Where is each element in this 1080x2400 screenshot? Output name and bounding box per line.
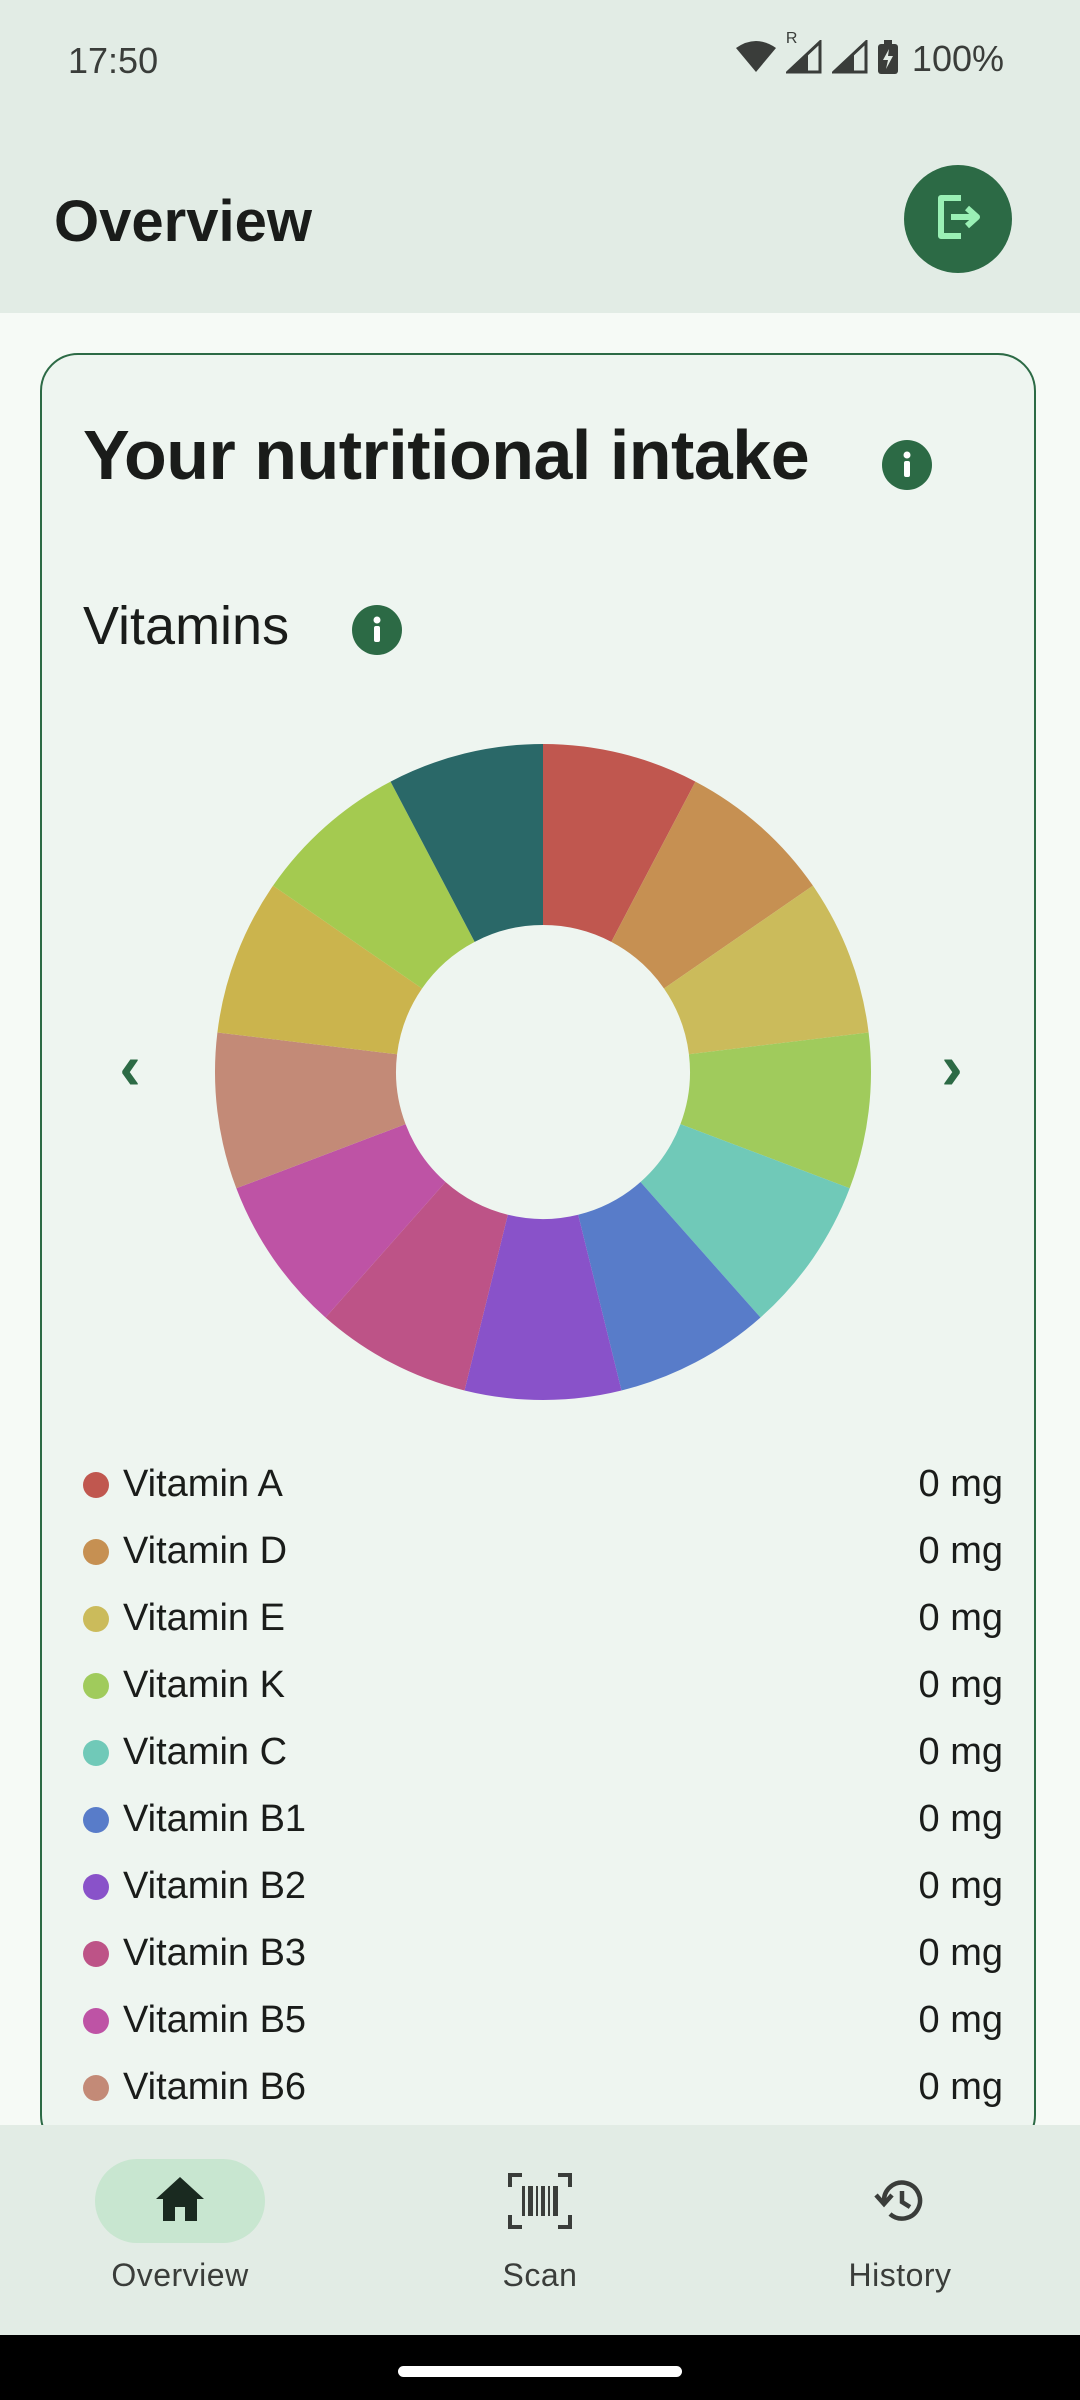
home-icon [154,2175,206,2228]
legend-item-value: 0 mg [918,1664,1003,1706]
legend-item-value: 0 mg [918,2066,1003,2108]
legend-color-dot [83,1874,109,1900]
legend-item-value: 0 mg [918,1463,1003,1505]
legend-item-name: Vitamin B1 [123,1798,307,1840]
legend-item-name: Vitamin B2 [123,1865,307,1907]
nav-history-label: History [848,2257,952,2293]
vitamin-donut-chart [215,744,871,1400]
previous-chart-button[interactable]: ‹ [119,1031,141,1103]
donut-slice-6 [578,1182,761,1391]
signal-icon-2 [830,38,868,79]
legend-item-value: 0 mg [918,1530,1003,1572]
legend-color-dot [83,1807,109,1833]
nav-overview[interactable]: Overview [0,2125,360,2335]
battery-charging-icon [877,39,898,79]
donut-slice-1 [543,744,696,942]
donut-slice-7 [464,1214,622,1400]
info-icon[interactable] [352,605,402,655]
legend-item-name: Vitamin B6 [123,2066,307,2108]
legend-item-value: 0 mg [918,1999,1003,2041]
legend-item-value: 0 mg [918,1865,1003,1907]
legend-color-dot [83,1673,109,1699]
legend-item: Vitamin B5 0 mg [83,1989,1003,2056]
signal-icon: R [784,30,822,79]
donut-slice-9 [236,1124,446,1318]
legend-item: Vitamin B2 0 mg [83,1855,1003,1922]
donut-slice-10 [215,1032,406,1189]
legend-item: Vitamin B3 0 mg [83,1922,1003,1989]
donut-slice-2 [611,781,813,989]
legend-color-dot [83,1539,109,1565]
legend-color-dot [83,1606,109,1632]
logout-icon [931,190,985,249]
legend-item-name: Vitamin B5 [123,1999,307,2041]
barcode-scan-icon [495,2166,585,2236]
legend-color-dot [83,2008,109,2034]
legend-item-value: 0 mg [918,1798,1003,1840]
logout-button[interactable] [904,165,1012,273]
status-time: 17:50 [68,40,159,81]
bottom-navigation: Overview Scan History [0,2125,1080,2335]
legend-item-value: 0 mg [918,1597,1003,1639]
donut-slice-4 [680,1032,871,1189]
page-title: Overview [54,189,312,254]
nav-overview-indicator [95,2159,265,2243]
legend-item-name: Vitamin K [123,1664,285,1706]
legend-item-name: Vitamin B3 [123,1932,307,1974]
section-title: Vitamins [83,596,290,656]
status-icons: R 100% [735,30,1004,80]
legend-color-dot [83,1740,109,1766]
legend-color-dot [83,2075,109,2101]
legend-item: Vitamin B6 0 mg [83,2056,1003,2123]
roaming-mark: R [785,29,798,47]
legend-item-name: Vitamin A [123,1463,283,1505]
gesture-area [0,2335,1080,2400]
legend-color-dot [83,1941,109,1967]
nav-history[interactable]: History [720,2125,1080,2335]
legend-item: Vitamin A 0 mg [83,1453,1003,1520]
legend-item-value: 0 mg [918,1731,1003,1773]
donut-slice-12 [273,781,475,989]
donut-slice-3 [663,885,869,1055]
next-chart-button[interactable]: › [941,1031,963,1103]
history-icon [855,2166,945,2236]
legend-item: Vitamin B1 0 mg [83,1788,1003,1855]
legend-item: Vitamin D 0 mg [83,1520,1003,1587]
card-title: Your nutritional intake [83,416,810,494]
donut-slice-8 [325,1182,508,1391]
legend-item: Vitamin C 0 mg [83,1721,1003,1788]
battery-percent: 100% [911,38,1004,79]
home-gesture-bar[interactable] [398,2366,682,2377]
donut-slice-5 [640,1124,850,1318]
legend-item-name: Vitamin D [123,1530,288,1572]
nutrition-card: Your nutritional intake Vitamins ‹ › Vit… [40,353,1036,2153]
info-icon[interactable] [882,440,932,490]
nav-overview-label: Overview [111,2257,249,2293]
legend-color-dot [83,1472,109,1498]
status-bar: 17:50 R 100% [0,0,1080,130]
legend-item-name: Vitamin E [123,1597,285,1639]
donut-slice-13 [390,744,543,942]
legend-item: Vitamin K 0 mg [83,1654,1003,1721]
nav-scan[interactable]: Scan [360,2125,720,2335]
app-bar: Overview [0,130,1080,313]
legend-item-value: 0 mg [918,1932,1003,1974]
legend-item: Vitamin E 0 mg [83,1587,1003,1654]
nav-scan-label: Scan [502,2257,578,2293]
donut-slice-11 [217,885,423,1055]
legend-item-name: Vitamin C [123,1731,288,1773]
wifi-icon [735,40,776,79]
